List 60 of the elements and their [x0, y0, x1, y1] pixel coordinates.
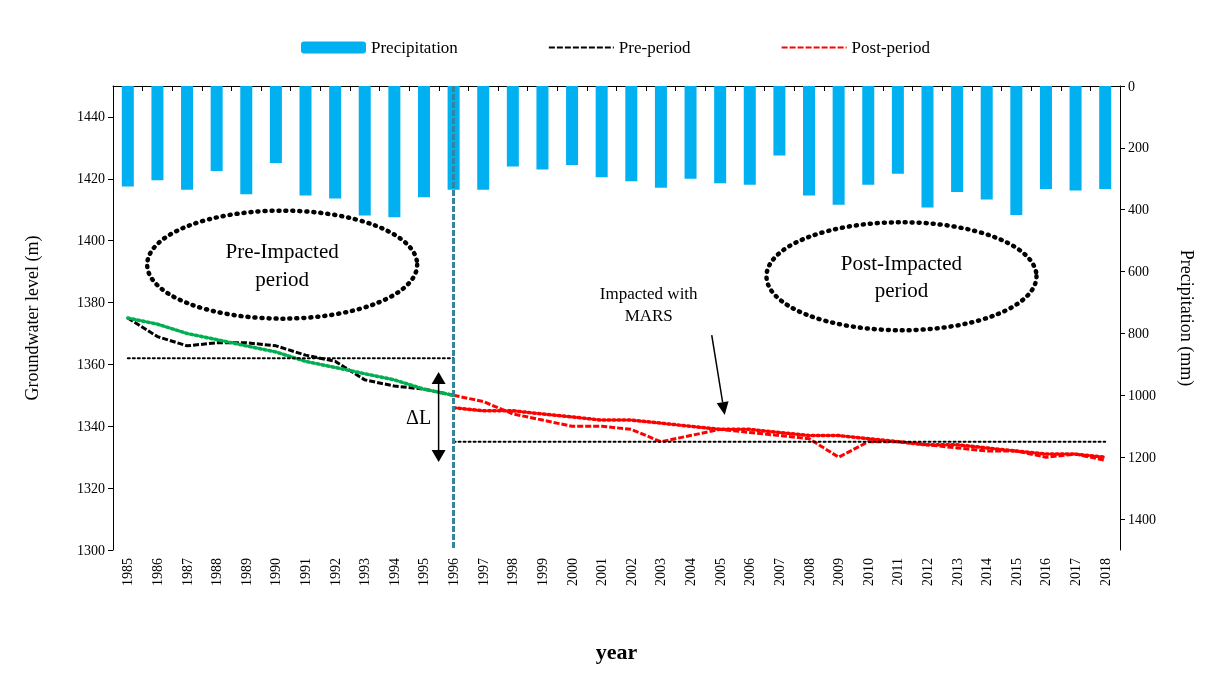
y-tick-label: 1400 [77, 233, 105, 249]
x-tick-label: 1995 [416, 558, 432, 586]
x-tick-label: 1989 [238, 558, 254, 586]
y-tick-label: 1420 [77, 171, 105, 187]
x-tick-label: 2017 [1068, 558, 1084, 586]
x-tick-label: 2018 [1097, 558, 1113, 586]
x-tick-label: 1993 [357, 558, 373, 586]
y-tick-label: 1320 [77, 480, 105, 496]
annotation: ΔL [406, 405, 432, 428]
x-tick-label: 2003 [653, 558, 669, 586]
y-tick-label: 1440 [77, 109, 105, 125]
x-tick-label: 1994 [386, 558, 402, 586]
x-tick-label: 1997 [475, 558, 491, 586]
y2-axis-title: Precipitation (mm) [1176, 249, 1197, 387]
x-tick-label: 1998 [505, 558, 521, 586]
x-tick-label: 2006 [742, 558, 758, 586]
y-tick-label: 1340 [77, 418, 105, 434]
x-tick-label: 2000 [564, 558, 580, 586]
x-axis-title: year [595, 638, 638, 664]
y-tick-label: 1360 [77, 356, 105, 372]
legend-label: Post-period [851, 38, 931, 57]
x-tick-label: 2012 [919, 558, 935, 586]
x-tick-label: 2008 [801, 558, 817, 586]
x-tick-label: 1990 [268, 558, 284, 586]
x-tick-label: 2016 [1038, 558, 1054, 586]
x-tick-label: 2009 [831, 558, 847, 586]
x-tick-label: 1988 [209, 558, 225, 586]
legend-label: Precipitation [371, 38, 459, 57]
y2-tick-label: 1400 [1128, 511, 1156, 527]
annotation: Post-Impacted period [840, 250, 963, 303]
x-tick-label: 1992 [327, 558, 343, 586]
x-tick-label: 1999 [534, 558, 550, 586]
x-tick-label: 2011 [890, 558, 906, 586]
y2-tick-label: 400 [1128, 202, 1149, 218]
x-tick-label: 2004 [683, 558, 699, 586]
x-tick-label: 2001 [594, 558, 610, 586]
y-axis-title: Groundwater level (m) [22, 235, 43, 401]
annotation: Impacted with MARS [599, 283, 699, 326]
x-tick-label: 2015 [1008, 558, 1024, 586]
legend-label: Pre-period [618, 38, 692, 57]
y2-tick-label: 800 [1128, 325, 1149, 341]
x-tick-label: 2014 [979, 558, 995, 586]
x-tick-label: 1986 [149, 558, 165, 586]
y2-tick-label: 1200 [1128, 449, 1156, 465]
x-tick-label: 2013 [949, 558, 965, 586]
x-tick-label: 1996 [446, 558, 462, 586]
x-tick-label: 2002 [623, 558, 639, 586]
annotation: Pre-Impacted period [225, 239, 340, 291]
x-tick-label: 2010 [860, 558, 876, 586]
x-tick-label: 2007 [771, 558, 787, 586]
y-tick-label: 1300 [77, 542, 105, 558]
x-tick-label: 1991 [298, 558, 314, 586]
x-tick-label: 1987 [179, 558, 195, 586]
y-tick-label: 1380 [77, 295, 105, 311]
x-tick-label: 2005 [712, 558, 728, 586]
x-tick-label: 1985 [120, 558, 136, 586]
y2-tick-label: 0 [1128, 78, 1135, 94]
y2-tick-label: 200 [1128, 140, 1149, 156]
y2-tick-label: 1000 [1128, 387, 1156, 403]
y2-tick-label: 600 [1128, 264, 1149, 280]
